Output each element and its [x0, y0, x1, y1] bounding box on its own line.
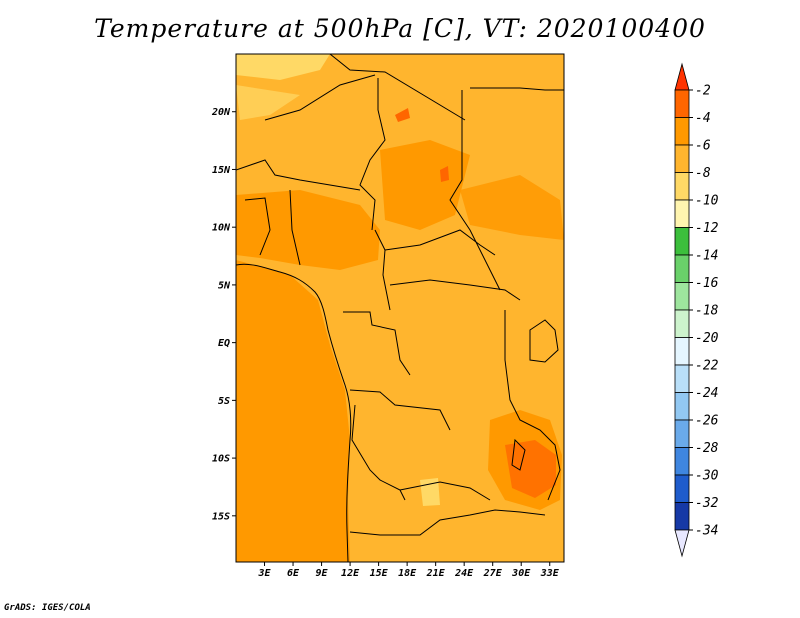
colorbar-label: -30	[695, 469, 719, 484]
y-tick-label: 20N	[211, 107, 231, 118]
colorbar-label: -10	[695, 194, 719, 209]
colorbar-bin	[674, 447, 690, 476]
y-tick-label: 5N	[218, 280, 231, 291]
y-tick-label: 5S	[218, 396, 230, 407]
colorbar-bin	[674, 309, 690, 338]
colorbar-bin	[674, 474, 690, 503]
y-tick-label: EQ	[218, 338, 230, 349]
field-warm-sudan	[460, 175, 564, 240]
colorbar-bin	[674, 364, 690, 393]
colorbar-label: -2	[695, 84, 711, 99]
border-north	[329, 54, 466, 121]
x-tick-label: 12E	[341, 568, 360, 579]
colorbar-bottom-arrow	[674, 529, 690, 558]
colorbar-top-arrow	[674, 62, 690, 91]
field-warm-atlantic	[236, 260, 350, 562]
border-egypt-sudan	[470, 87, 564, 91]
colorbar-bin	[674, 419, 690, 448]
border-chad-sudan	[449, 90, 501, 291]
colorbar-bin	[674, 117, 690, 146]
field-warm-sahel	[380, 140, 470, 230]
x-tick-label: 6E	[287, 568, 300, 579]
x-tick-label: 24E	[454, 568, 474, 579]
field-cool-north	[236, 54, 330, 80]
borders	[236, 54, 564, 562]
field-hot-spot-chad	[440, 166, 449, 182]
x-axis: 3E 6E 9E 12E 15E 18E 21E 24E 27E 30E 33E	[257, 562, 560, 579]
border-angola-north	[349, 389, 451, 431]
border-nigeria-cameroon	[374, 229, 391, 311]
colorbar-label: -34	[695, 524, 718, 539]
colorbar-label: -20	[695, 331, 719, 346]
border-ghana	[289, 189, 301, 266]
field-hot-southeast	[505, 440, 556, 498]
colorbar-label: -16	[695, 276, 719, 291]
colorbar-label: -32	[695, 496, 719, 511]
field-hot-spot-north	[395, 108, 410, 122]
border-niger-chad	[359, 78, 386, 231]
border-car-north	[384, 229, 496, 256]
colorbar-label: -26	[695, 414, 719, 429]
colorbar: -2 -4 -6 -8 -10 -12 -14 -16 -18 -20 -22 -24 -26 -28 -3…	[674, 62, 719, 558]
colorbar-bin	[674, 89, 690, 118]
border-zambia	[399, 481, 491, 501]
colorbar-bin	[674, 282, 690, 311]
field-warm-west	[236, 190, 380, 270]
border-angola	[351, 404, 406, 501]
lake-malawi	[511, 438, 526, 471]
x-tick-label: 3E	[257, 568, 271, 579]
x-tick-label: 30E	[511, 568, 531, 579]
colorbar-label: -28	[695, 441, 719, 456]
y-axis: 20N 15N 10N 5N EQ 5S 10S 15S	[211, 107, 236, 522]
border-car-drc	[389, 279, 521, 301]
colorbar-bin	[674, 199, 690, 228]
border-east-rift	[504, 310, 561, 501]
chart-title: Temperature at 500hPa [C], VT: 202010040…	[94, 14, 706, 43]
border-gabon-congo	[343, 311, 411, 376]
lake-victoria	[529, 319, 559, 363]
colorbar-bin	[674, 337, 690, 366]
x-tick-label: 27E	[483, 568, 503, 579]
colorbar-label: -8	[695, 166, 711, 181]
colorbar-label: -6	[695, 139, 711, 154]
colorbar-label: -18	[695, 304, 719, 319]
x-tick-label: 18E	[398, 568, 417, 579]
colorbar-label: -4	[695, 111, 711, 126]
x-tick-label: 15E	[370, 568, 389, 579]
colorbar-label: -22	[695, 359, 719, 374]
colorbar-label: -14	[695, 249, 718, 264]
colorbar-bin	[674, 144, 690, 173]
colorbar-bin	[674, 172, 690, 201]
y-tick-label: 10N	[212, 223, 231, 234]
colorbar-bin	[674, 227, 690, 256]
border-algeria-mali	[264, 74, 376, 121]
y-tick-label: 10S	[212, 454, 230, 465]
map-frame	[235, 53, 565, 563]
border-southern	[349, 509, 546, 536]
coastline	[236, 263, 352, 562]
temperature-field	[236, 54, 564, 562]
y-tick-label: 15N	[212, 165, 231, 176]
colorbar-bin	[674, 392, 690, 421]
y-tick-label: 15S	[212, 511, 230, 522]
x-tick-label: 21E	[426, 568, 446, 579]
x-tick-label: 9E	[316, 568, 329, 579]
colorbar-label: -12	[695, 221, 719, 236]
footer-credit: GrADS: IGES/COLA	[4, 603, 91, 613]
border-west-coast	[244, 197, 271, 256]
colorbar-bin	[674, 254, 690, 283]
field-cool-northwest	[236, 85, 300, 120]
border-west-sahel	[236, 159, 361, 191]
colorbar-label: -24	[695, 386, 718, 401]
colorbar-bin	[674, 502, 690, 531]
x-tick-label: 33E	[540, 568, 560, 579]
